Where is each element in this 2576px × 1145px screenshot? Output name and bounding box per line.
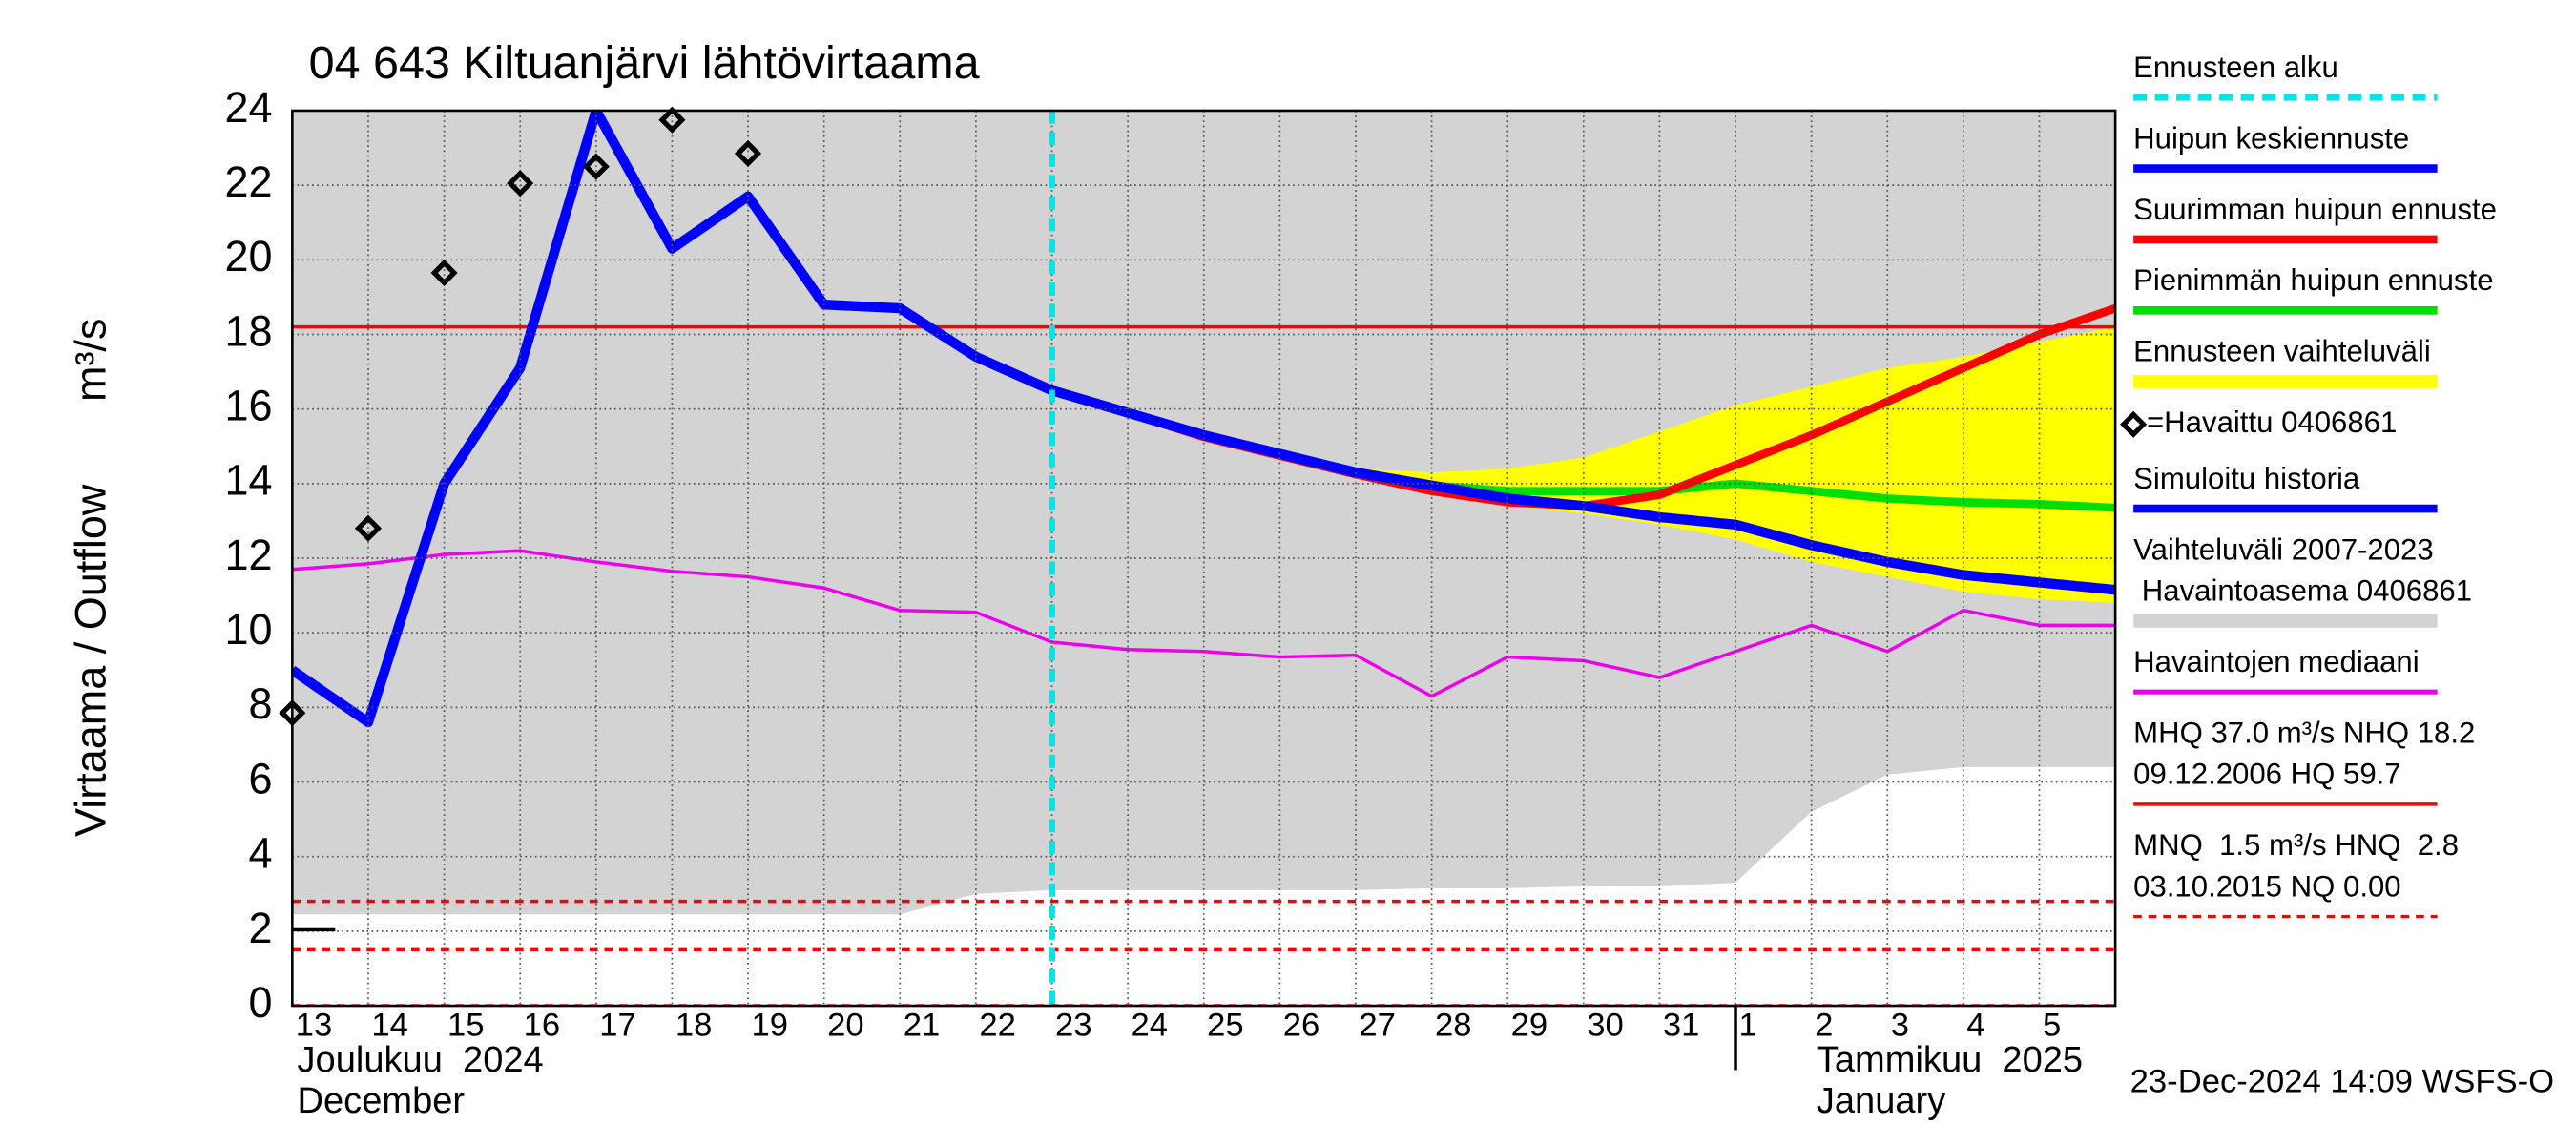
line: [292, 110, 1054, 728]
legend-label: Havaintoasema 0406861: [2133, 574, 2472, 608]
x-tick-label: 17: [599, 1008, 636, 1044]
month-label: December: [298, 1081, 466, 1121]
observed-marker: [658, 106, 686, 134]
chart-title: 04 643 Kiltuanjärvi lähtövirtaama: [309, 37, 980, 89]
legend-label: Suurimman huipun ennuste: [2133, 193, 2497, 226]
y-tick-label: 6: [249, 754, 273, 802]
legend-label: Havaintojen mediaani: [2133, 645, 2420, 678]
observed-marker: [507, 170, 534, 198]
observed-marker: [734, 139, 762, 167]
line: [1050, 385, 2116, 595]
y-tick-label: 12: [225, 531, 273, 579]
y-tick-label: 20: [225, 232, 273, 281]
x-tick-label: 14: [371, 1008, 408, 1044]
y-tick-label: 24: [225, 83, 273, 132]
observed-marker: [430, 259, 458, 287]
x-tick-label: 25: [1207, 1008, 1244, 1044]
y-tick-label: 22: [225, 157, 273, 206]
x-tick-label: 29: [1511, 1008, 1548, 1044]
observed-marker: [354, 514, 383, 542]
legend-label: Ennusteen alku: [2133, 51, 2338, 84]
month-label: Joulukuu 2024: [298, 1040, 544, 1080]
x-tick-label: 5: [2043, 1008, 2061, 1044]
y-tick-label: 4: [249, 829, 273, 878]
x-tick-label: 3: [1891, 1008, 1909, 1044]
x-tick-label: 27: [1359, 1008, 1396, 1044]
plot-border: [291, 109, 2117, 1008]
y-tick-label: 0: [249, 978, 273, 1027]
legend-label: =Havaittu 0406861: [2147, 406, 2397, 439]
legend-marker: [2120, 410, 2148, 438]
y-tick-label: 2: [249, 904, 273, 952]
x-tick-label: 26: [1283, 1008, 1320, 1044]
month-label: Tammikuu 2025: [1817, 1040, 2083, 1080]
observed-marker: [582, 153, 610, 180]
y-tick-label: 16: [225, 382, 273, 430]
y-axis-unit: m³/s: [67, 319, 115, 402]
y-axis-label: Virtaama / Outflow: [67, 484, 115, 837]
legend-label: Simuloitu historia: [2133, 462, 2360, 495]
x-tick-label: 16: [524, 1008, 561, 1044]
legend-label: MHQ 37.0 m³/s NHQ 18.2: [2133, 716, 2475, 749]
x-tick-label: 21: [904, 1008, 941, 1044]
legend-label: Vaihteluväli 2007-2023: [2133, 532, 2434, 566]
x-tick-label: 18: [675, 1008, 713, 1044]
footer: 23-Dec-2024 14:09 WSFS-O: [2130, 1064, 2554, 1100]
x-tick-label: 28: [1435, 1008, 1472, 1044]
y-tick-label: 18: [225, 306, 273, 355]
x-tick-label: 23: [1055, 1008, 1092, 1044]
y-tick-label: 8: [249, 679, 273, 728]
x-tick-label: 1: [1738, 1008, 1756, 1044]
x-tick-label: 2: [1815, 1008, 1833, 1044]
x-tick-label: 24: [1132, 1008, 1169, 1044]
legend-label: Pienimmän huipun ennuste: [2133, 263, 2493, 297]
y-tick-label: 10: [225, 605, 273, 654]
legend-label: Huipun keskiennuste: [2133, 121, 2409, 155]
x-tick-label: 31: [1663, 1008, 1700, 1044]
x-tick-label: 30: [1587, 1008, 1624, 1044]
legend-label: Ennusteen vaihteluväli: [2133, 335, 2431, 368]
x-tick-label: 22: [979, 1008, 1016, 1044]
x-tick-label: 13: [296, 1008, 333, 1044]
legend-label: 03.10.2015 NQ 0.00: [2133, 869, 2400, 903]
x-tick-label: 20: [827, 1008, 864, 1044]
legend-label: 09.12.2006 HQ 59.7: [2133, 758, 2400, 791]
x-tick-label: 4: [1966, 1008, 1984, 1044]
x-tick-label: 19: [751, 1008, 788, 1044]
legend-label: MNQ 1.5 m³/s HNQ 2.8: [2133, 828, 2459, 862]
x-tick-label: 15: [447, 1008, 485, 1044]
y-tick-label: 14: [225, 456, 273, 505]
month-label: January: [1817, 1081, 1945, 1121]
